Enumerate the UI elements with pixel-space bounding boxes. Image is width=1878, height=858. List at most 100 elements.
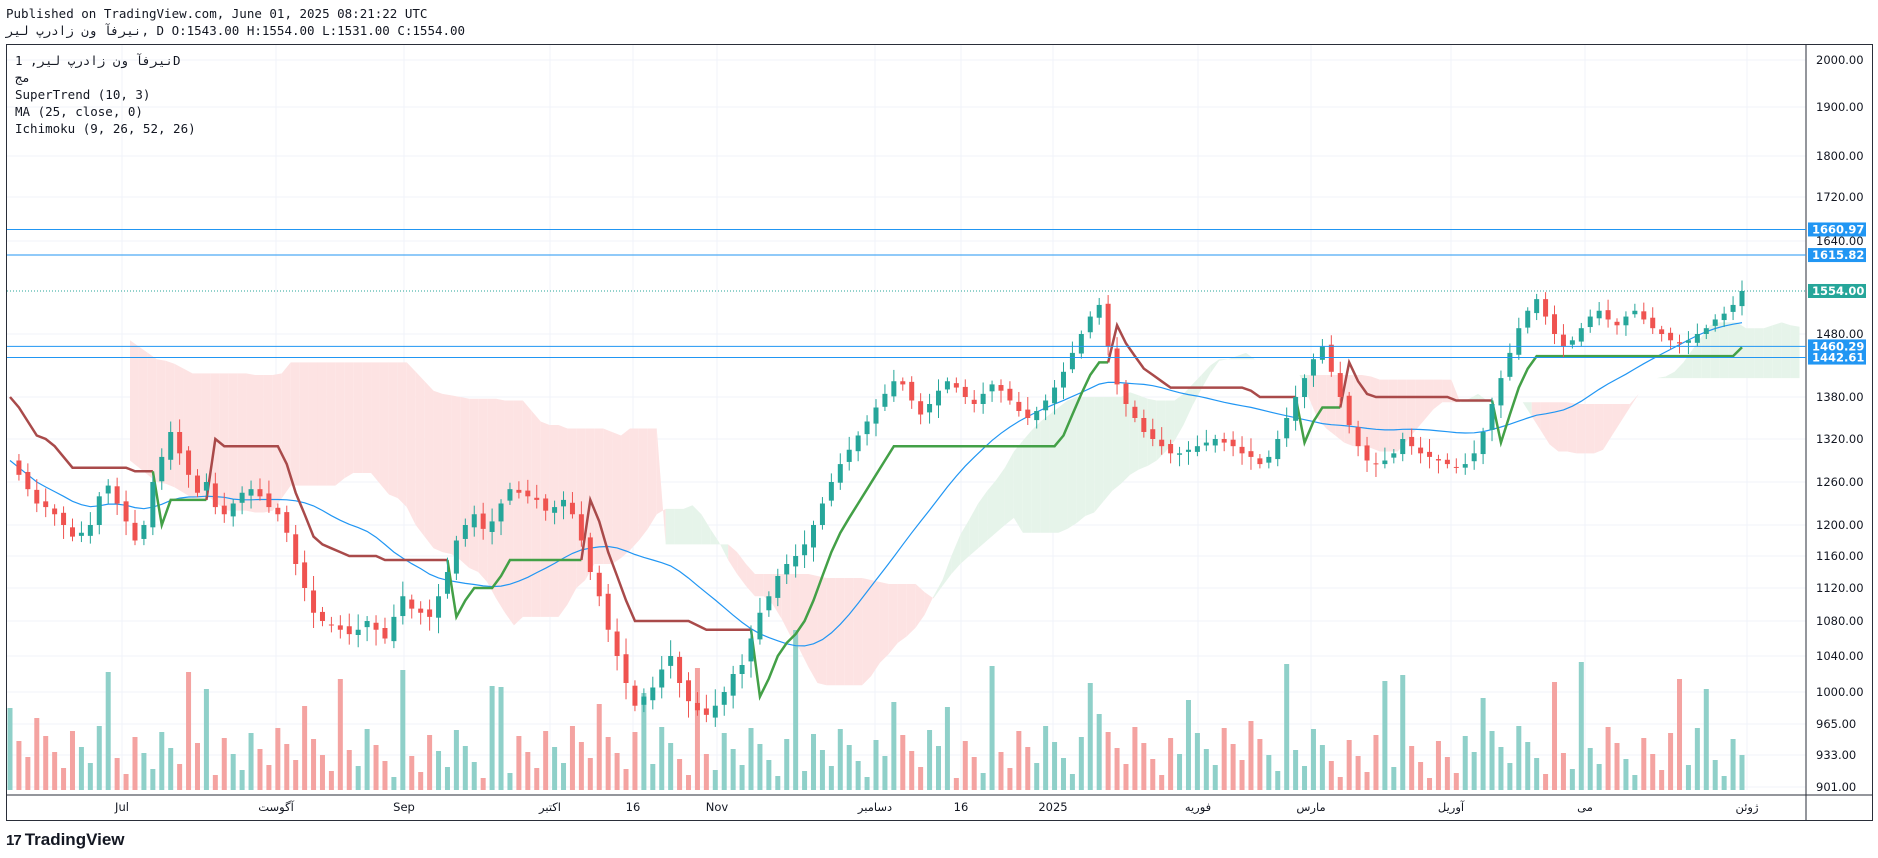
candle-body — [373, 622, 379, 630]
legend-symbol[interactable]: نیرفآ ون زادرپ لیر, 1D — [15, 53, 181, 68]
candle-body — [1453, 466, 1459, 468]
candle-body — [534, 497, 540, 500]
kumo-segment — [1710, 322, 1720, 379]
kumo-segment — [978, 490, 988, 549]
x-tick-label: 16 — [954, 800, 969, 814]
y-tick-label: 1120.00 — [1816, 581, 1864, 595]
candle-body — [507, 489, 513, 501]
volume-bar — [1453, 773, 1459, 790]
volume-bar — [1069, 774, 1075, 790]
kumo-segment — [415, 371, 425, 537]
kumo-segment — [478, 398, 488, 582]
kumo-segment — [603, 428, 613, 564]
candle-body — [337, 625, 343, 630]
candle-body — [114, 486, 120, 504]
volume-bar — [587, 758, 593, 790]
candle-body — [1552, 314, 1558, 334]
kumo-segment — [1567, 402, 1577, 454]
volume-bar — [16, 741, 22, 790]
tradingview-brand[interactable]: 17 TradingView — [6, 830, 125, 850]
kumo-segment — [1013, 440, 1023, 533]
level-label: 1442.61 — [1812, 351, 1864, 365]
supertrend-line — [1294, 396, 1341, 447]
candle-body — [1043, 400, 1049, 411]
kumo-segment — [487, 398, 497, 599]
volume-bar — [168, 748, 174, 790]
volume-bar — [1328, 761, 1334, 790]
candle-body — [1123, 383, 1129, 404]
volume-bar — [346, 750, 352, 790]
candle-body — [248, 489, 254, 496]
volume-bar — [1060, 758, 1066, 790]
candle-body — [811, 525, 817, 548]
candle-body — [837, 464, 843, 483]
legend-supertrend[interactable]: SuperTrend (10, 3) — [15, 87, 151, 102]
candle-body — [748, 638, 754, 662]
candle-body — [1400, 439, 1406, 455]
candle-body — [382, 628, 388, 639]
candle-body — [650, 687, 656, 701]
y-tick-label: 1160.00 — [1816, 549, 1864, 563]
volume-bar — [980, 773, 986, 790]
published-header: Published on TradingView.com, June 01, 2… — [6, 6, 428, 21]
candle-body — [1569, 340, 1575, 345]
x-tick-label: Jul — [114, 800, 129, 814]
kumo-segment — [924, 592, 934, 615]
candle-body — [1355, 427, 1361, 447]
volume-bar — [1373, 735, 1379, 790]
candle-body — [1382, 460, 1388, 465]
volume-bar — [1391, 767, 1397, 790]
candle-body — [418, 608, 424, 613]
volume-bar — [1319, 745, 1325, 790]
candle-body — [1435, 459, 1441, 461]
volume-bar — [1364, 772, 1370, 790]
volume-bar — [87, 763, 93, 790]
y-tick-label: 1900.00 — [1816, 100, 1864, 114]
candle-body — [1560, 334, 1566, 347]
candle-body — [677, 656, 683, 683]
supertrend-line — [1490, 346, 1743, 448]
candle-body — [364, 621, 370, 628]
volume-bar — [802, 771, 808, 790]
volume-bar — [1087, 683, 1093, 790]
volume-bar — [78, 747, 84, 790]
kumo-segment — [1317, 374, 1327, 429]
candle-body — [1275, 439, 1281, 460]
kumo-segment — [1603, 404, 1613, 450]
kumo-segment — [808, 574, 818, 683]
candle-body — [284, 512, 290, 533]
legend-ma[interactable]: MA (25, close, 0) — [15, 104, 143, 119]
volume-bar — [1078, 737, 1084, 790]
volume-bar — [1605, 727, 1611, 790]
kumo-segment — [844, 578, 854, 686]
legend-ichimoku[interactable]: Ichimoku (9, 26, 52, 26) — [15, 121, 196, 136]
supertrend-line — [205, 436, 448, 562]
kumo-segment — [147, 352, 157, 482]
chart-legend: نیرفآ ون زادرپ لیر, 1D مج SuperTrend (10… — [15, 52, 196, 137]
supertrend-line — [9, 396, 153, 473]
volume-bar — [1471, 752, 1477, 790]
volume-bar — [1114, 748, 1120, 790]
ohlc-header: نیرفآ ون زادرپ لیر, D O:1543.00 H:1554.0… — [6, 23, 466, 38]
candle-body — [578, 514, 584, 541]
volume-bar — [1284, 664, 1290, 790]
candle-body — [177, 432, 183, 454]
candle-body — [1221, 439, 1227, 443]
volume-bar — [1185, 700, 1191, 790]
kumo-segment — [1737, 322, 1746, 379]
candle-body — [1703, 328, 1709, 334]
candle-body — [471, 514, 477, 528]
candle-body — [971, 399, 977, 404]
kumo-segment — [192, 373, 202, 499]
candle-body — [935, 390, 941, 406]
candle-body — [819, 503, 825, 525]
volume-bar — [1587, 748, 1593, 790]
candle-body — [525, 490, 531, 497]
candle-body — [1543, 299, 1549, 317]
kumo-segment — [710, 528, 720, 545]
volume-bar — [284, 744, 290, 790]
kumo-segment — [254, 374, 264, 513]
kumo-segment — [326, 362, 336, 486]
chart-frame — [6, 44, 1873, 821]
